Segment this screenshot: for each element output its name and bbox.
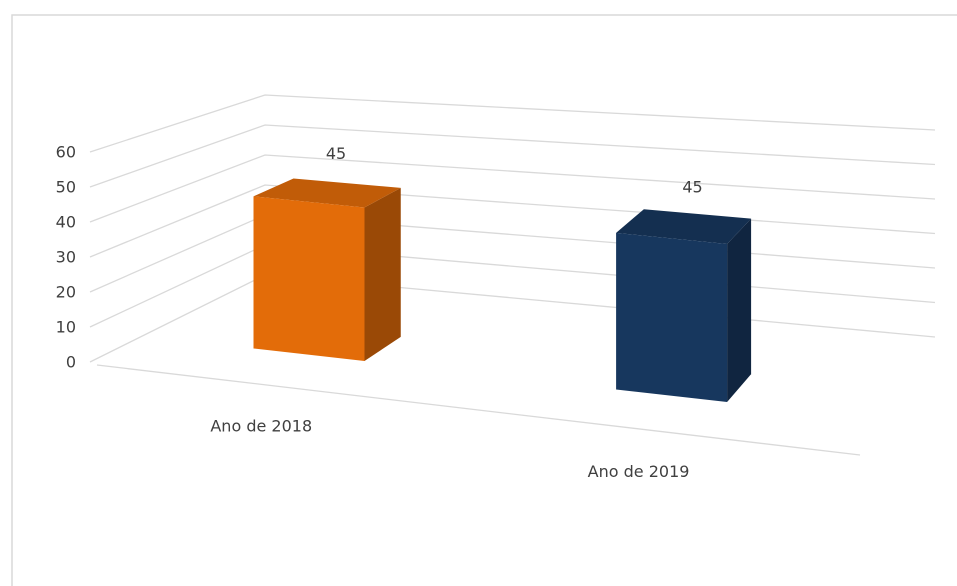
y-tick-label: 50 [56, 178, 76, 197]
data-label: 45 [682, 178, 702, 197]
y-tick-label: 10 [56, 318, 76, 337]
y-tick-label: 20 [56, 283, 76, 302]
y-tick-label: 60 [56, 143, 76, 162]
grid-line [89, 124, 936, 188]
bar-top [253, 178, 401, 208]
bar-top [616, 209, 752, 244]
y-tick-label: 40 [56, 213, 76, 232]
x-tick-label: Ano de 2018 [210, 416, 312, 435]
bar-front [253, 196, 365, 362]
bar-side [727, 218, 752, 403]
grid-line [89, 94, 936, 153]
data-label: 45 [326, 144, 346, 163]
y-tick-label: 30 [56, 248, 76, 267]
x-tick-label: Ano de 2019 [588, 462, 690, 481]
y-tick-label: 0 [66, 353, 76, 372]
floor-edge [96, 364, 861, 456]
bar-side [364, 187, 401, 362]
grid-line [89, 154, 936, 223]
bar-front [616, 232, 728, 403]
chart-border [11, 14, 957, 586]
